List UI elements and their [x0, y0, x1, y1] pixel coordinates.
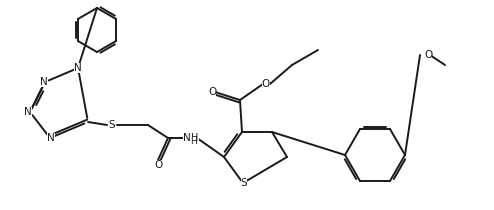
Text: S: S: [109, 120, 115, 130]
Text: S: S: [241, 178, 247, 188]
Text: O: O: [208, 87, 216, 97]
Text: N: N: [24, 107, 32, 117]
Text: H: H: [191, 133, 199, 143]
Text: N: N: [40, 77, 48, 87]
Text: O: O: [154, 160, 162, 170]
Text: N: N: [183, 133, 191, 143]
Text: N: N: [47, 133, 55, 143]
Text: N: N: [74, 63, 82, 73]
Text: O: O: [424, 50, 432, 60]
Text: H: H: [190, 136, 197, 146]
Text: O: O: [262, 79, 270, 89]
